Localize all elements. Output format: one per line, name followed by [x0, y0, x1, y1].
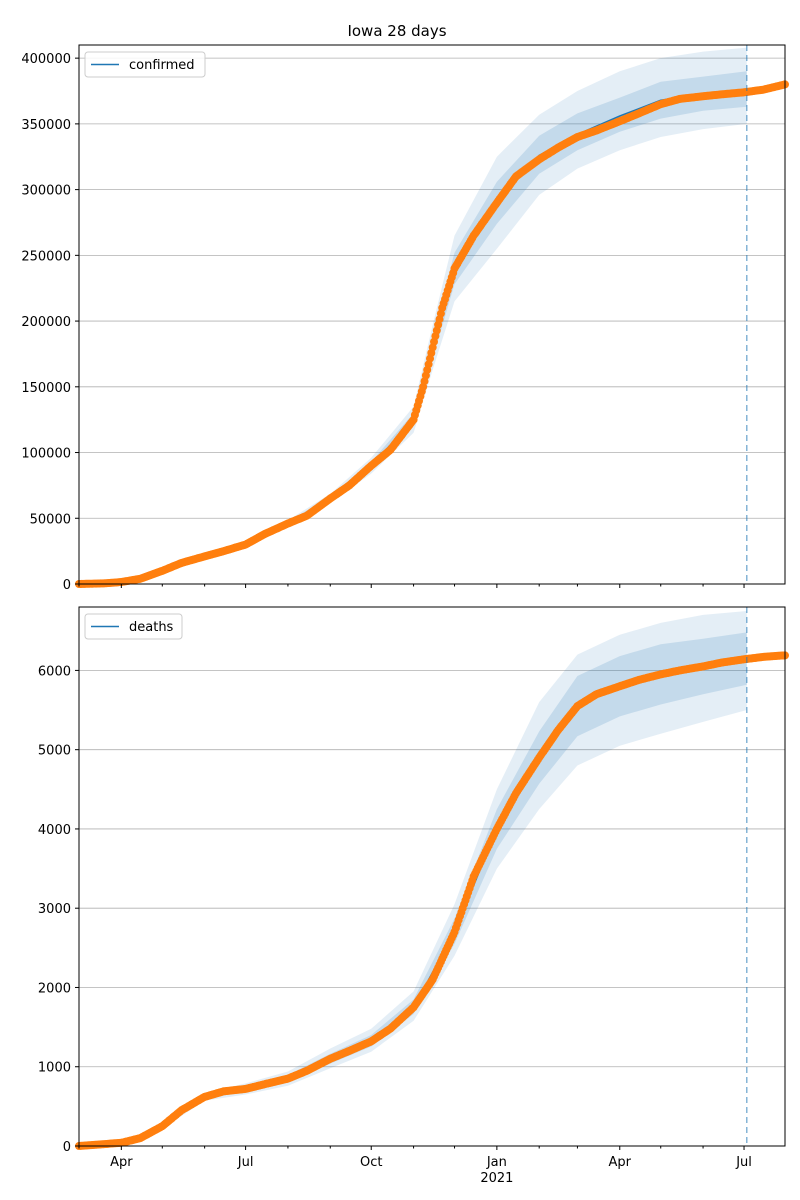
- x-tick-label: Jul: [237, 1155, 254, 1170]
- y-tick-label: 200000: [21, 315, 71, 330]
- y-tick-label: 0: [63, 578, 71, 593]
- observed-series: [75, 651, 789, 1150]
- model-line: [78, 90, 747, 585]
- legend-label: confirmed: [129, 58, 195, 73]
- legend-box: [84, 51, 206, 78]
- y-tick-label: 6000: [38, 664, 71, 679]
- y-tick-label: 5000: [38, 744, 71, 759]
- axes-frame: [78, 44, 786, 585]
- uncertainty-band-inner: [79, 71, 747, 585]
- y-tick-label: 50000: [30, 512, 71, 527]
- confirmed-panel: 0 50000 100000 150000 200000 250000 300000 3500…: [21, 44, 789, 593]
- y-tick-label: 1000: [38, 1061, 71, 1076]
- deaths-panel: 0 1000 2000 3000 4000 5000 6000 Apr Jul Oct Jan Apr…: [38, 606, 789, 1186]
- x-tick-label: Jul: [735, 1155, 752, 1170]
- x-tick-year-label: 2021: [480, 1171, 513, 1186]
- y-tick-label: 100000: [21, 447, 71, 462]
- x-tick-label: Oct: [360, 1155, 382, 1170]
- x-tick-label: Jan: [486, 1155, 507, 1170]
- uncertainty-band-inner: [79, 632, 747, 1146]
- x-tick-label: Apr: [110, 1155, 133, 1170]
- y-tick-label: 2000: [38, 981, 71, 996]
- y-tick-label: 4000: [38, 823, 71, 838]
- legend-box: [84, 613, 183, 640]
- uncertainty-band-outer: [79, 611, 747, 1146]
- y-tick-label: 0: [63, 1140, 71, 1155]
- uncertainty-band-outer: [79, 47, 747, 585]
- y-tick-label: 150000: [21, 381, 71, 396]
- axes-frame: [78, 606, 786, 1147]
- y-tick-label: 3000: [38, 902, 71, 917]
- y-tick-label: 400000: [21, 52, 71, 67]
- y-tick-label: 300000: [21, 184, 71, 199]
- y-tick-label: 250000: [21, 249, 71, 264]
- legend-label: deaths: [129, 620, 174, 635]
- figure-title: Iowa 28 days: [347, 22, 446, 40]
- y-tick-label: 350000: [21, 118, 71, 133]
- observed-series: [75, 80, 789, 588]
- x-tick-label: Apr: [609, 1155, 632, 1170]
